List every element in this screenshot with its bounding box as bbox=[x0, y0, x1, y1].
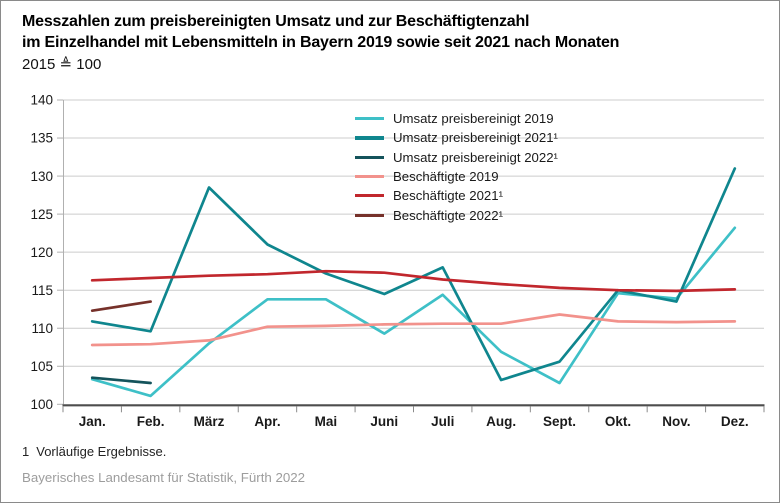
y-axis-label: 105 bbox=[30, 359, 53, 374]
legend-line-swatch bbox=[355, 136, 384, 140]
y-axis-label: 120 bbox=[30, 245, 53, 260]
x-axis-label: Dez. bbox=[721, 414, 749, 429]
x-axis-label: Mai bbox=[315, 414, 338, 429]
legend-item-3: Umsatz preisbereinigt 2022¹ bbox=[355, 148, 558, 167]
x-axis-label: Nov. bbox=[662, 414, 690, 429]
legend-item-1: Umsatz preisbereinigt 2019 bbox=[355, 109, 558, 128]
legend-label: Umsatz preisbereinigt 2021¹ bbox=[393, 130, 558, 146]
y-axis-label: 115 bbox=[31, 283, 53, 298]
y-axis-label: 125 bbox=[30, 207, 53, 222]
series-line-3 bbox=[90, 376, 152, 385]
legend-item-2: Umsatz preisbereinigt 2021¹ bbox=[355, 128, 558, 147]
x-axis-label: Sept. bbox=[543, 414, 576, 429]
source-credit: Bayerisches Landesamt für Statistik, Für… bbox=[22, 470, 306, 485]
footnote-marker: 1 bbox=[22, 444, 30, 459]
index-base-note: 2015 ≜ 100 bbox=[22, 56, 102, 73]
legend-line-swatch bbox=[355, 155, 384, 159]
legend-line-swatch bbox=[355, 174, 384, 179]
legend-line-swatch bbox=[355, 194, 384, 198]
x-axis-label: Aug. bbox=[486, 414, 516, 429]
legend-label: Beschäftigte 2022¹ bbox=[393, 207, 503, 223]
x-axis-label: Apr. bbox=[254, 414, 280, 429]
legend-item-4: Beschäftigte 2019 bbox=[355, 167, 558, 186]
x-axis-label: Juni bbox=[370, 414, 398, 429]
y-axis-label: 110 bbox=[31, 321, 53, 336]
footnote: 1 Vorläufige Ergebnisse. bbox=[22, 444, 166, 459]
y-axis-label: 100 bbox=[30, 397, 53, 412]
x-axis-label: Okt. bbox=[605, 414, 631, 429]
legend-line-swatch bbox=[355, 213, 384, 217]
title-block: Messzahlen zum preisbereinigten Umsatz u… bbox=[22, 11, 619, 75]
y-axis-label: 140 bbox=[30, 93, 53, 108]
chart-title-line-2: im Einzelhandel mit Lebensmitteln in Bay… bbox=[22, 34, 620, 51]
x-axis-label: März bbox=[194, 414, 225, 429]
x-axis-label: Juli bbox=[431, 414, 454, 429]
footnote-text: Vorläufige Ergebnisse. bbox=[36, 444, 167, 459]
y-axis-label: 130 bbox=[30, 169, 53, 184]
legend-item-5: Beschäftigte 2021¹ bbox=[355, 186, 558, 205]
legend-line-swatch bbox=[355, 117, 384, 121]
series-line-6 bbox=[90, 300, 152, 313]
legend-label: Beschäftigte 2021¹ bbox=[393, 188, 503, 204]
chart-legend: Umsatz preisbereinigt 2019 Umsatz preisbe… bbox=[355, 109, 558, 225]
legend-item-6: Beschäftigte 2022¹ bbox=[355, 205, 558, 224]
x-axis-label: Feb. bbox=[137, 414, 165, 429]
chart-title-line-1: Messzahlen zum preisbereinigten Umsatz u… bbox=[22, 13, 530, 30]
y-axis-label: 135 bbox=[30, 131, 53, 146]
legend-label: Umsatz preisbereinigt 2022¹ bbox=[393, 149, 558, 165]
x-axis-label: Jan. bbox=[79, 414, 106, 429]
legend-label: Beschäftigte 2019 bbox=[393, 168, 499, 184]
series-line-5 bbox=[90, 269, 737, 293]
series-line-1 bbox=[90, 226, 737, 398]
legend-label: Umsatz preisbereinigt 2019 bbox=[393, 111, 554, 127]
series-line-4 bbox=[90, 313, 737, 347]
series-line-2 bbox=[90, 167, 737, 382]
